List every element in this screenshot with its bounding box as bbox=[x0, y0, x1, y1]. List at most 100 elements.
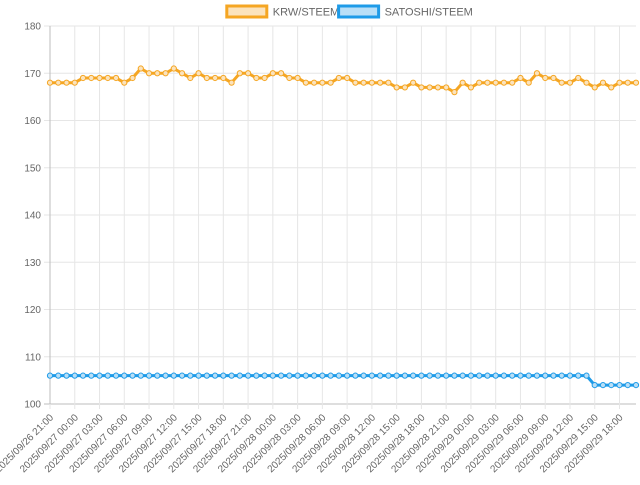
data-point[interactable] bbox=[599, 79, 607, 86]
data-point[interactable] bbox=[344, 372, 351, 379]
data-point[interactable] bbox=[410, 79, 417, 86]
data-point[interactable] bbox=[178, 372, 186, 379]
data-point[interactable] bbox=[434, 84, 442, 91]
data-point[interactable] bbox=[393, 84, 400, 91]
data-point[interactable] bbox=[63, 372, 70, 379]
data-point[interactable] bbox=[195, 70, 202, 77]
data-point[interactable] bbox=[591, 382, 598, 389]
data-point[interactable] bbox=[410, 372, 417, 379]
data-point[interactable] bbox=[154, 372, 161, 379]
data-point[interactable] bbox=[129, 74, 136, 82]
data-point[interactable] bbox=[129, 372, 136, 379]
data-point[interactable] bbox=[244, 70, 252, 77]
data-point[interactable] bbox=[71, 372, 78, 379]
data-point[interactable] bbox=[484, 372, 491, 379]
data-point[interactable] bbox=[269, 372, 276, 379]
data-point[interactable] bbox=[426, 372, 433, 379]
data-point[interactable] bbox=[550, 74, 557, 82]
data-point[interactable] bbox=[451, 89, 458, 96]
data-point[interactable] bbox=[583, 372, 590, 379]
data-point[interactable] bbox=[294, 74, 301, 82]
data-point[interactable] bbox=[632, 382, 640, 389]
data-point[interactable] bbox=[624, 79, 631, 86]
data-point[interactable] bbox=[236, 372, 243, 379]
data-point[interactable] bbox=[162, 372, 169, 379]
data-point[interactable] bbox=[228, 79, 235, 86]
data-point[interactable] bbox=[211, 372, 219, 379]
data-point[interactable] bbox=[418, 372, 425, 379]
data-point[interactable] bbox=[509, 79, 516, 86]
data-point[interactable] bbox=[244, 372, 252, 379]
data-point[interactable] bbox=[517, 372, 524, 379]
data-point[interactable] bbox=[187, 74, 194, 82]
data-point[interactable] bbox=[71, 79, 78, 86]
data-point[interactable] bbox=[352, 372, 359, 379]
data-point[interactable] bbox=[500, 79, 508, 86]
data-point[interactable] bbox=[533, 70, 541, 77]
data-point[interactable] bbox=[575, 74, 582, 82]
data-point[interactable] bbox=[476, 79, 483, 86]
data-point[interactable] bbox=[104, 372, 111, 379]
data-point[interactable] bbox=[236, 70, 243, 77]
data-point[interactable] bbox=[525, 79, 532, 86]
data-point[interactable] bbox=[533, 372, 541, 379]
data-point[interactable] bbox=[443, 372, 450, 379]
data-point[interactable] bbox=[319, 79, 326, 86]
data-point[interactable] bbox=[261, 74, 268, 82]
data-point[interactable] bbox=[443, 84, 450, 91]
data-point[interactable] bbox=[286, 74, 293, 82]
data-point[interactable] bbox=[360, 372, 367, 379]
data-point[interactable] bbox=[558, 372, 565, 379]
data-point[interactable] bbox=[269, 70, 276, 77]
data-point[interactable] bbox=[170, 372, 177, 379]
data-point[interactable] bbox=[385, 79, 392, 86]
data-point[interactable] bbox=[220, 372, 227, 379]
data-point[interactable] bbox=[178, 70, 186, 77]
data-point[interactable] bbox=[137, 65, 144, 72]
data-point[interactable] bbox=[203, 372, 210, 379]
data-point[interactable] bbox=[335, 74, 342, 82]
data-point[interactable] bbox=[104, 74, 111, 82]
data-point[interactable] bbox=[368, 372, 375, 379]
data-point[interactable] bbox=[286, 372, 293, 379]
data-point[interactable] bbox=[467, 372, 475, 379]
data-point[interactable] bbox=[154, 70, 161, 77]
data-point[interactable] bbox=[121, 79, 128, 86]
data-point[interactable] bbox=[63, 79, 70, 86]
data-point[interactable] bbox=[277, 70, 285, 77]
data-point[interactable] bbox=[327, 372, 334, 379]
data-point[interactable] bbox=[121, 372, 128, 379]
data-point[interactable] bbox=[302, 79, 309, 86]
data-point[interactable] bbox=[542, 372, 549, 379]
data-point[interactable] bbox=[542, 74, 549, 82]
data-point[interactable] bbox=[112, 74, 120, 82]
data-point[interactable] bbox=[319, 372, 326, 379]
data-point[interactable] bbox=[550, 372, 557, 379]
data-point[interactable] bbox=[88, 74, 95, 82]
data-point[interactable] bbox=[476, 372, 483, 379]
data-point[interactable] bbox=[616, 79, 623, 86]
data-point[interactable] bbox=[608, 382, 615, 389]
data-point[interactable] bbox=[88, 372, 95, 379]
data-point[interactable] bbox=[302, 372, 309, 379]
data-point[interactable] bbox=[377, 79, 384, 86]
data-point[interactable] bbox=[500, 372, 508, 379]
data-point[interactable] bbox=[335, 372, 342, 379]
data-point[interactable] bbox=[55, 79, 62, 86]
data-point[interactable] bbox=[434, 372, 442, 379]
data-point[interactable] bbox=[393, 372, 400, 379]
data-point[interactable] bbox=[517, 74, 524, 82]
data-point[interactable] bbox=[558, 79, 565, 86]
data-point[interactable] bbox=[352, 79, 359, 86]
data-point[interactable] bbox=[632, 79, 640, 86]
data-point[interactable] bbox=[492, 372, 499, 379]
data-point[interactable] bbox=[294, 372, 301, 379]
data-point[interactable] bbox=[79, 74, 87, 82]
data-point[interactable] bbox=[360, 79, 367, 86]
data-point[interactable] bbox=[426, 84, 433, 91]
data-point[interactable] bbox=[608, 84, 615, 91]
data-point[interactable] bbox=[377, 372, 384, 379]
data-point[interactable] bbox=[451, 372, 458, 379]
data-point[interactable] bbox=[96, 372, 103, 379]
data-point[interactable] bbox=[145, 70, 153, 77]
